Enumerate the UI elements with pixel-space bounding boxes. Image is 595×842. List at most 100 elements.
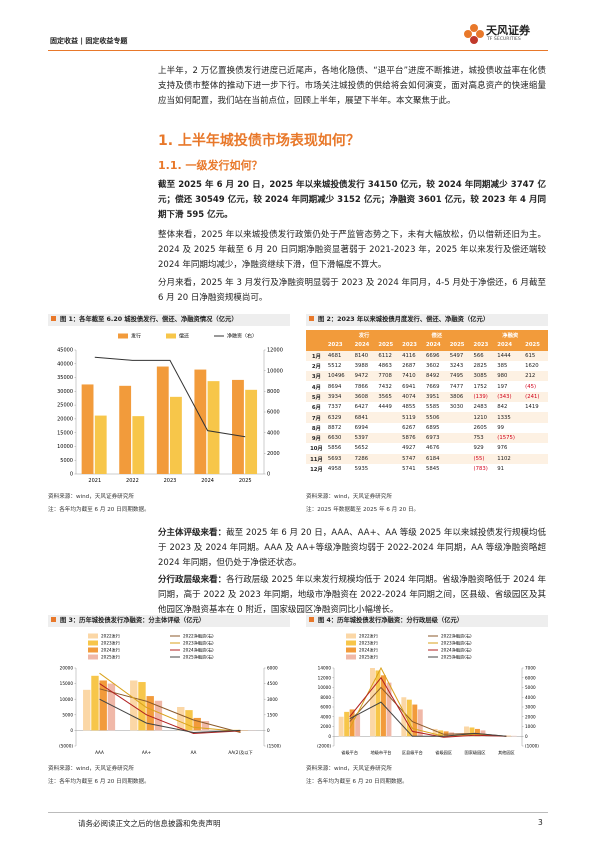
cell: 5512 xyxy=(327,363,342,370)
bar xyxy=(81,384,94,474)
cell: 99 xyxy=(497,424,505,431)
y2-tick-label: 8000 xyxy=(267,389,280,395)
x-tick-label: 2025 xyxy=(239,478,252,484)
cell: (241) xyxy=(525,393,540,400)
empty-cell xyxy=(377,454,401,464)
x-tick-label: AA(2)及以下 xyxy=(228,750,252,756)
legend-label: 偿还 xyxy=(179,333,189,340)
empty-cell xyxy=(449,464,473,474)
legend-label: 发行 xyxy=(131,333,141,340)
legend-label: 2025净融资(右) xyxy=(441,654,472,661)
cell: 3951 xyxy=(425,393,440,400)
legend-swatch xyxy=(88,640,98,646)
month: 1月 xyxy=(311,353,321,360)
cell: 3608 xyxy=(354,393,369,400)
bar xyxy=(207,381,220,474)
cell: (1575) xyxy=(497,435,515,442)
text: 截至 2025 年 6 月 20 日，AAA、AA+、AA 等级 2025 年以… xyxy=(158,528,546,568)
bar xyxy=(107,683,116,731)
cell: 5497 xyxy=(449,352,464,359)
empty-cell xyxy=(377,464,401,474)
cell: 6696 xyxy=(425,352,440,359)
cell: 1102 xyxy=(497,455,511,462)
cell: 7495 xyxy=(449,373,464,380)
cell: 2825 xyxy=(473,363,487,370)
bar xyxy=(201,721,210,731)
cell: 7286 xyxy=(354,455,369,462)
cell: 5693 xyxy=(327,455,342,462)
legend-label: 2024净融资(右) xyxy=(183,647,214,654)
page-number: 3 xyxy=(538,818,543,827)
cell: 753 xyxy=(473,435,484,442)
bar xyxy=(156,366,169,474)
cell: 3565 xyxy=(378,393,392,400)
legend-swatch xyxy=(88,633,98,639)
cell: 6267 xyxy=(402,424,416,431)
cell: 3602 xyxy=(425,363,440,370)
y-tick-label: (5000) xyxy=(59,744,73,749)
x-tick-label: 地级市平台 xyxy=(371,749,392,756)
x-tick-label: 2023 xyxy=(164,478,177,484)
line xyxy=(349,701,507,737)
empty-cell xyxy=(377,433,401,443)
month: 4月 xyxy=(311,384,321,391)
cell: 5741 xyxy=(402,466,416,472)
year-header: 2023 xyxy=(401,340,425,351)
empty-cell xyxy=(377,443,401,453)
legend-label: 2023发行 xyxy=(359,640,378,647)
bar xyxy=(464,726,469,737)
legend-label: 2022净融资(右) xyxy=(183,633,214,640)
legend-swatch xyxy=(88,654,98,660)
line xyxy=(349,666,507,737)
cell: 1210 xyxy=(473,414,487,421)
paragraph: 截至 2025 年 6 月 20 日，2025 年以来城投债发行 34150 亿… xyxy=(158,180,546,220)
figure-title-text: 图 3：历年城投债发行净融资：分主体评级（亿元） xyxy=(60,617,206,624)
year-header: 2024 xyxy=(353,340,378,351)
source: 资料来源：wind，天风证券研究所 xyxy=(306,766,392,772)
y2-tick-label: 1000 xyxy=(525,724,536,729)
empty-cell xyxy=(449,443,473,453)
cell: 4855 xyxy=(402,404,416,411)
y-tick-label: 5000 xyxy=(62,712,73,717)
cell: 5747 xyxy=(402,455,416,462)
y-tick-label: 2000 xyxy=(320,724,331,729)
month: 7月 xyxy=(311,415,321,422)
line xyxy=(99,683,241,735)
y2-tick-label: 4000 xyxy=(267,430,280,436)
figure-title: 图 4：历年城投债发行净融资：分行政层级（亿元） xyxy=(306,615,548,627)
empty-cell xyxy=(449,412,473,422)
cell: 8492 xyxy=(425,373,440,380)
y2-tick-label: 0 xyxy=(267,728,270,733)
header-row: 发行 偿还 净融资 xyxy=(306,330,548,341)
empty-cell xyxy=(524,454,548,464)
cell: 5585 xyxy=(425,404,440,411)
logo xyxy=(464,24,484,44)
cell: 976 xyxy=(497,445,508,452)
month: 3月 xyxy=(311,374,321,381)
y-tick-label: 20000 xyxy=(57,416,73,422)
month: 11月 xyxy=(310,456,323,463)
empty-cell xyxy=(524,464,548,474)
table-row: 1月 4681 8140 6112 4116 6696 5497 566 1444 615 xyxy=(306,350,548,361)
y-tick-label: 10000 xyxy=(60,697,74,702)
legend-swatch xyxy=(88,647,98,653)
bar xyxy=(146,696,154,731)
bar xyxy=(185,710,193,731)
bar xyxy=(194,369,207,474)
table-row: 6月 7337 6427 4449 4855 5585 3030 2483 842 1419 xyxy=(306,402,548,413)
cell: 8694 xyxy=(327,383,342,390)
x-tick-label: 其他园区 xyxy=(498,749,515,756)
cell: 5652 xyxy=(354,445,369,452)
legend-label: 2024发行 xyxy=(101,647,120,654)
paragraph: 分月来看，2025 年 3 月发行及净融资明显弱于 2023 及 2024 年同… xyxy=(158,278,546,303)
cell: (45) xyxy=(525,383,537,390)
cell: 6841 xyxy=(354,414,369,421)
y2-tick-label: (1500) xyxy=(267,744,281,749)
y-tick-label: 5000 xyxy=(60,458,73,464)
note: 注：各年均为截至 6 月 20 日同期数据。 xyxy=(48,507,150,513)
x-tick-label: AA xyxy=(191,750,197,755)
cell: 6895 xyxy=(425,424,440,431)
bar xyxy=(469,727,475,737)
table-row: 8月 8872 6994 6267 6895 2605 99 xyxy=(306,422,548,433)
